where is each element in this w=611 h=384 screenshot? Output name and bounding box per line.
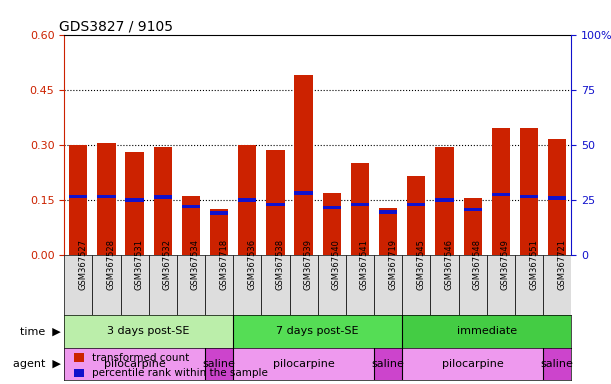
Bar xyxy=(464,198,482,255)
Text: GSM367721: GSM367721 xyxy=(557,239,566,290)
Bar xyxy=(153,147,172,255)
Text: saline: saline xyxy=(203,359,236,369)
Text: GSM367531: GSM367531 xyxy=(134,239,144,290)
Bar xyxy=(436,147,453,255)
Bar xyxy=(407,203,425,207)
FancyBboxPatch shape xyxy=(92,255,120,315)
Bar xyxy=(492,128,510,255)
Legend: transformed count, percentile rank within the sample: transformed count, percentile rank withi… xyxy=(70,349,273,382)
Bar xyxy=(125,152,144,255)
FancyBboxPatch shape xyxy=(487,255,515,315)
Text: pilocarpine: pilocarpine xyxy=(442,359,503,369)
Bar xyxy=(210,211,229,215)
Text: GSM367719: GSM367719 xyxy=(388,239,397,290)
Bar xyxy=(64,315,233,348)
Text: GSM367546: GSM367546 xyxy=(445,239,453,290)
FancyBboxPatch shape xyxy=(148,255,177,315)
Text: GDS3827 / 9105: GDS3827 / 9105 xyxy=(59,20,173,33)
FancyBboxPatch shape xyxy=(374,255,402,315)
Text: agent  ▶: agent ▶ xyxy=(13,359,61,369)
Text: GSM367536: GSM367536 xyxy=(247,239,256,290)
Text: GSM367527: GSM367527 xyxy=(78,239,87,290)
Text: immediate: immediate xyxy=(456,326,517,336)
Bar xyxy=(402,348,543,380)
Text: GSM367539: GSM367539 xyxy=(304,239,313,290)
FancyBboxPatch shape xyxy=(233,255,262,315)
FancyBboxPatch shape xyxy=(459,255,487,315)
Bar xyxy=(407,176,425,255)
Text: pilocarpine: pilocarpine xyxy=(273,359,334,369)
Bar xyxy=(238,145,257,255)
Text: GSM367545: GSM367545 xyxy=(416,239,425,290)
Bar xyxy=(374,348,402,380)
Bar xyxy=(182,197,200,255)
Text: 3 days post-SE: 3 days post-SE xyxy=(108,326,190,336)
Text: time  ▶: time ▶ xyxy=(20,326,61,336)
Bar xyxy=(125,198,144,202)
Text: pilocarpine: pilocarpine xyxy=(104,359,166,369)
Bar xyxy=(295,191,313,195)
Bar xyxy=(64,348,205,380)
Bar xyxy=(266,203,285,207)
Text: GSM367548: GSM367548 xyxy=(473,239,481,290)
Text: GSM367540: GSM367540 xyxy=(332,239,341,290)
Text: saline: saline xyxy=(541,359,574,369)
Bar xyxy=(323,193,341,255)
Text: 7 days post-SE: 7 days post-SE xyxy=(276,326,359,336)
Bar xyxy=(436,198,453,202)
Bar xyxy=(402,315,571,348)
Text: GSM367528: GSM367528 xyxy=(106,239,115,290)
Bar xyxy=(379,210,397,214)
Text: GSM367718: GSM367718 xyxy=(219,239,228,290)
FancyBboxPatch shape xyxy=(318,255,346,315)
Bar xyxy=(69,195,87,198)
Text: GSM367534: GSM367534 xyxy=(191,239,200,290)
Bar xyxy=(492,193,510,197)
FancyBboxPatch shape xyxy=(262,255,290,315)
Bar xyxy=(97,143,115,255)
Bar xyxy=(548,197,566,200)
FancyBboxPatch shape xyxy=(290,255,318,315)
FancyBboxPatch shape xyxy=(543,255,571,315)
Bar xyxy=(266,151,285,255)
Bar xyxy=(69,145,87,255)
Text: GSM367538: GSM367538 xyxy=(276,239,285,290)
FancyBboxPatch shape xyxy=(177,255,205,315)
Bar xyxy=(295,75,313,255)
Bar xyxy=(351,163,369,255)
FancyBboxPatch shape xyxy=(430,255,459,315)
Bar xyxy=(233,348,374,380)
Bar xyxy=(233,315,402,348)
Bar xyxy=(153,195,172,199)
FancyBboxPatch shape xyxy=(346,255,374,315)
FancyBboxPatch shape xyxy=(120,255,148,315)
Bar xyxy=(520,128,538,255)
Text: GSM367549: GSM367549 xyxy=(501,239,510,290)
FancyBboxPatch shape xyxy=(64,255,92,315)
Bar xyxy=(548,139,566,255)
Bar xyxy=(543,348,571,380)
Bar xyxy=(520,195,538,198)
Bar xyxy=(379,207,397,255)
Bar xyxy=(97,195,115,198)
Text: saline: saline xyxy=(371,359,404,369)
FancyBboxPatch shape xyxy=(205,255,233,315)
Bar xyxy=(210,209,229,255)
Text: GSM367541: GSM367541 xyxy=(360,239,369,290)
FancyBboxPatch shape xyxy=(515,255,543,315)
Bar xyxy=(351,203,369,207)
Bar xyxy=(205,348,233,380)
FancyBboxPatch shape xyxy=(402,255,430,315)
Bar xyxy=(323,206,341,209)
Bar xyxy=(464,207,482,211)
Text: GSM367551: GSM367551 xyxy=(529,239,538,290)
Bar xyxy=(182,205,200,208)
Bar xyxy=(238,198,257,202)
Text: GSM367532: GSM367532 xyxy=(163,239,172,290)
